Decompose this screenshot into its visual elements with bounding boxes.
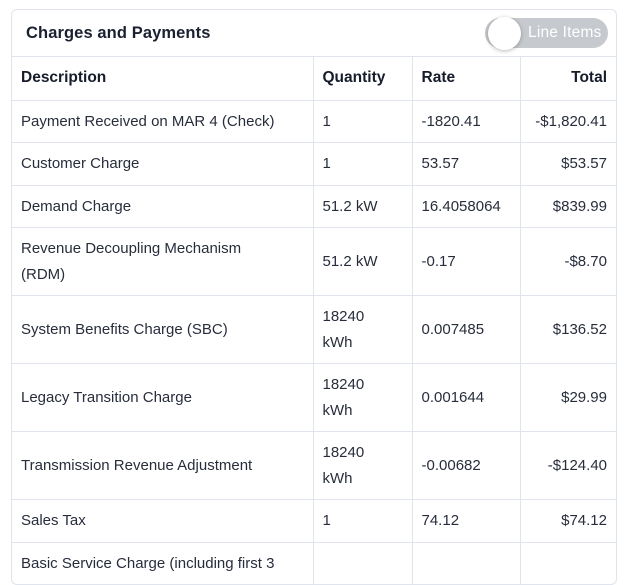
column-header-description: Description [21,69,107,86]
line-items-toggle[interactable]: Line Items [485,16,608,50]
cell-total: -$8.70 [519,227,616,296]
cell-quantity: 18240 kWh [312,431,412,500]
cell-quantity: 18240 kWh [312,295,412,364]
card-title: Charges and Payments [26,23,211,42]
table-row: Payment Received on MAR 4 (Check) 1 -1820.… [12,99,616,143]
table-row: Revenue Decoupling Mechanism (RDM) 51.2 k… [12,227,616,296]
cell-quantity: 1 [312,142,412,186]
cell-total: $136.52 [519,295,616,364]
table-row: System Benefits Charge (SBC) 18240 kWh 0.0… [12,295,616,364]
cell-total [519,541,616,585]
cell-description: Revenue Decoupling Mechanism (RDM) [12,227,313,296]
cell-total: $53.57 [519,142,616,186]
cell-total: $839.99 [519,184,616,228]
cell-total: $29.99 [519,363,616,432]
charges-table: Description Quantity Rate Total Payment … [12,57,616,585]
card-header: Charges and Payments Line Items [12,10,616,57]
cell-total: -$124.40 [519,431,616,500]
cell-description: Payment Received on MAR 4 (Check) [12,99,313,143]
cell-rate [411,541,520,585]
charges-and-payments-card: Charges and Payments Line Items Descript… [11,9,617,585]
cell-description: Basic Service Charge (including first 3 [12,541,313,585]
toggle-label: Line Items [528,24,602,41]
table-header-row: Description Quantity Rate Total [12,57,616,101]
table-row: Basic Service Charge (including first 3 [12,541,616,585]
cell-total: -$1,820.41 [519,99,616,143]
table-row: Sales Tax 1 74.12 $74.12 [12,499,616,543]
table-row: Transmission Revenue Adjustment 18240 kWh… [12,431,616,500]
cell-rate: 0.007485 [411,295,520,364]
cell-rate: 0.001644 [411,363,520,432]
cell-quantity: 1 [312,499,412,543]
cell-total: $74.12 [519,499,616,543]
cell-description: System Benefits Charge (SBC) [12,295,313,364]
table-row: Legacy Transition Charge 18240 kWh 0.00164… [12,363,616,432]
column-header-quantity: Quantity [312,57,412,101]
cell-description: Transmission Revenue Adjustment [12,431,313,500]
cell-rate: -0.17 [411,227,520,296]
cell-quantity: 51.2 kW [312,227,412,296]
cell-rate: 16.4058064 [411,184,520,228]
cell-quantity: 51.2 kW [312,184,412,228]
cell-description: Legacy Transition Charge [12,363,313,432]
cell-quantity [312,541,412,585]
cell-description: Sales Tax [12,499,313,543]
table-row: Demand Charge 51.2 kW 16.4058064 $839.99 [12,184,616,228]
cell-rate: -1820.41 [411,99,520,143]
cell-description: Demand Charge [12,184,313,228]
table-row: Customer Charge 1 53.57 $53.57 [12,142,616,186]
cell-description: Customer Charge [12,142,313,186]
cell-rate: -0.00682 [411,431,520,500]
table-body: Payment Received on MAR 4 (Check) 1 -1820.… [12,99,616,585]
toggle-knob-icon[interactable] [488,16,521,50]
column-header-rate: Rate [411,57,520,101]
column-header-total: Total [519,57,616,101]
cell-rate: 53.57 [411,142,520,186]
cell-quantity: 18240 kWh [312,363,412,432]
cell-quantity: 1 [312,99,412,143]
cell-rate: 74.12 [411,499,520,543]
